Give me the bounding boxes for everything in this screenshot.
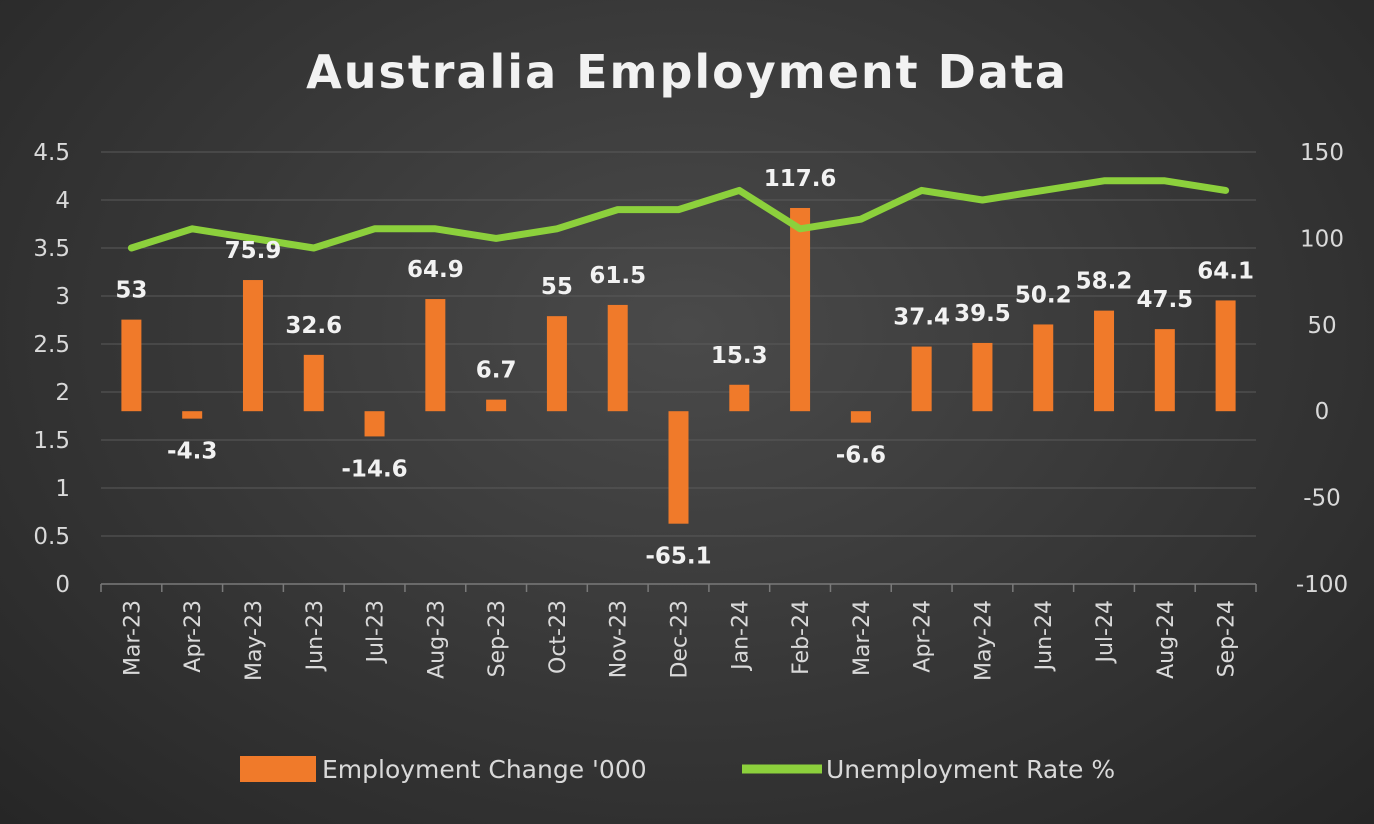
- employment-bar: [364, 411, 385, 437]
- x-tick-label: Apr-23: [181, 600, 206, 673]
- legend-employment-change: Employment Change '000: [322, 755, 647, 784]
- x-tick-label: Mar-24: [850, 600, 875, 676]
- x-tick-label: Mar-23: [120, 600, 145, 676]
- bar-data-label: 50.2: [1015, 282, 1072, 308]
- y-left-tick-label: 1: [55, 476, 70, 502]
- employment-bar: [486, 399, 507, 412]
- bar-data-label: 37.4: [893, 305, 950, 331]
- bar-data-label: -6.6: [836, 443, 886, 469]
- bar-data-label: 64.9: [407, 257, 464, 283]
- x-tick-label: Jul-24: [1093, 600, 1118, 664]
- bar-data-label: 15.3: [711, 343, 768, 369]
- x-tick-label: Aug-23: [424, 600, 449, 679]
- y-right-tick-label: 150: [1300, 140, 1344, 166]
- employment-bar: [242, 280, 263, 412]
- legend: Employment Change '000 Unemployment Rate…: [240, 755, 1115, 784]
- employment-bar: [729, 384, 750, 412]
- employment-bar: [121, 319, 142, 412]
- unemployment-line: [127, 177, 1230, 252]
- x-tick-label: May-24: [971, 600, 996, 681]
- bar-data-label: 58.2: [1076, 269, 1133, 295]
- bar-data-label: 117.6: [764, 166, 837, 192]
- x-tick-label: Sep-24: [1215, 600, 1240, 677]
- y-right-tick-label: -100: [1296, 572, 1348, 598]
- right-axis: -100 -50 0 50 100 150: [1296, 140, 1348, 598]
- x-tick-label: Feb-24: [789, 600, 814, 675]
- bar-data-label: 64.1: [1197, 258, 1254, 284]
- y-left-tick-label: 4.5: [33, 140, 70, 166]
- chart-title: Australia Employment Data: [306, 45, 1068, 99]
- x-tick-label: Jul-23: [364, 600, 389, 664]
- gridlines: [101, 151, 1256, 585]
- y-right-tick-label: 100: [1300, 226, 1344, 252]
- bar-data-label: -4.3: [167, 439, 217, 465]
- x-tick-label: Nov-23: [607, 600, 632, 678]
- x-tick-label: Jan-24: [728, 600, 753, 672]
- employment-bar: [1033, 324, 1054, 412]
- bar-data-label: -14.6: [341, 456, 407, 482]
- y-left-tick-label: 2.5: [33, 332, 70, 358]
- x-axis: Mar-23 Apr-23 May-23 Jun-23 Jul-23 Aug-23 Sep-…: [100, 584, 1257, 681]
- y-left-tick-label: 2: [55, 380, 70, 406]
- employment-bar: [1094, 310, 1115, 412]
- employment-bar: [546, 316, 567, 412]
- employment-bar: [607, 304, 628, 412]
- bar-data-label: 61.5: [589, 263, 646, 289]
- x-tick-label: Jun-24: [1032, 600, 1057, 672]
- x-tick-label: Jun-23: [303, 600, 328, 672]
- y-left-tick-label: 3.5: [33, 236, 70, 262]
- employment-bar: [911, 346, 932, 412]
- y-right-tick-label: 50: [1307, 313, 1336, 339]
- employment-bar: [182, 411, 203, 419]
- legend-bar-swatch: [240, 756, 316, 782]
- bar-data-label: 32.6: [285, 313, 342, 339]
- data-labels: 53 -4.3 75.9 32.6 -14.6 64.9 6.7 55 61.5 -65.1 15.…: [115, 166, 1254, 570]
- y-right-tick-label: 0: [1315, 399, 1330, 425]
- employment-bar: [790, 207, 811, 412]
- y-right-tick-label: -50: [1303, 486, 1341, 512]
- x-tick-label: Oct-23: [546, 600, 571, 674]
- y-left-tick-label: 3: [55, 284, 70, 310]
- line-series: [127, 177, 1230, 252]
- bar-data-label: 53: [115, 278, 147, 304]
- y-left-tick-label: 1.5: [33, 428, 70, 454]
- employment-bar: [972, 342, 993, 412]
- employment-bar: [425, 299, 446, 412]
- bar-data-label: 39.5: [954, 301, 1011, 327]
- bar-data-label: 47.5: [1136, 287, 1193, 313]
- employment-bar: [850, 411, 871, 423]
- y-left-tick-label: 0: [55, 572, 70, 598]
- x-tick-label: Dec-23: [668, 600, 693, 679]
- y-left-tick-label: 4: [55, 188, 70, 214]
- bar-data-label: 75.9: [225, 238, 282, 264]
- bar-data-label: -65.1: [645, 544, 711, 570]
- bar-data-label: 6.7: [476, 358, 517, 384]
- x-tick-label: May-23: [242, 600, 267, 681]
- x-tick-label: Aug-24: [1154, 600, 1179, 679]
- x-tick-label: Sep-23: [485, 600, 510, 677]
- y-left-tick-label: 0.5: [33, 524, 70, 550]
- employment-bar: [303, 354, 324, 412]
- legend-unemployment-rate: Unemployment Rate %: [826, 755, 1115, 784]
- employment-bar: [1154, 329, 1175, 412]
- employment-bar: [668, 411, 689, 524]
- employment-bar: [1215, 300, 1236, 412]
- bar-series: [121, 207, 1236, 524]
- left-axis: 0 0.5 1 1.5 2 2.5 3 3.5 4 4.5: [33, 140, 70, 598]
- bar-data-label: 55: [541, 274, 573, 300]
- x-tick-label: Apr-24: [911, 600, 936, 673]
